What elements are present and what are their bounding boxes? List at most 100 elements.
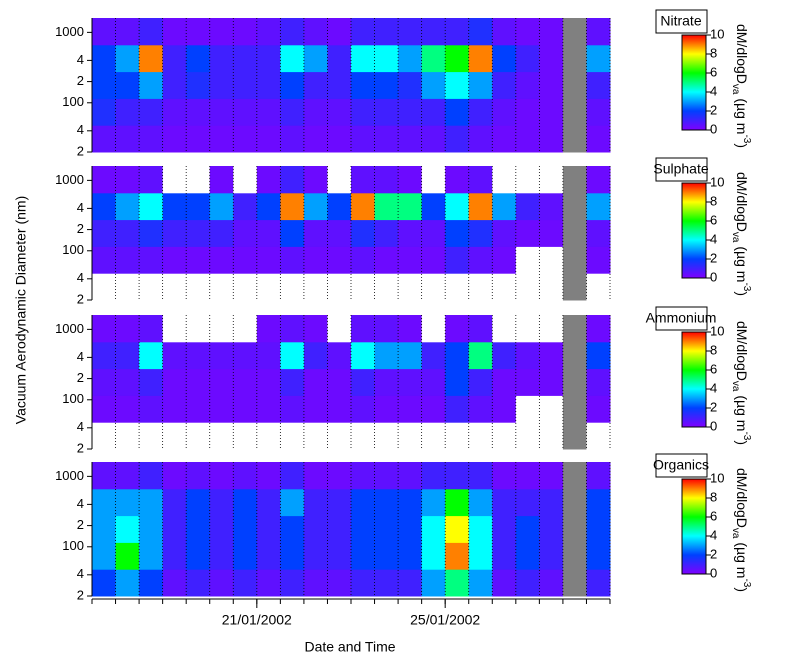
heatmap-cell bbox=[421, 462, 446, 490]
heatmap-cell bbox=[303, 192, 328, 221]
heatmap-cell bbox=[280, 273, 305, 301]
heatmap-cell bbox=[398, 18, 423, 46]
heatmap-cell bbox=[115, 341, 140, 370]
heatmap-cell bbox=[586, 395, 611, 423]
heatmap-cell bbox=[586, 569, 611, 597]
heatmap-cell bbox=[186, 515, 211, 543]
heatmap-cell bbox=[445, 395, 470, 423]
heatmap-cell bbox=[445, 71, 470, 99]
heatmap-cell bbox=[445, 422, 470, 450]
legend-title-box bbox=[655, 157, 708, 182]
heatmap-cell bbox=[445, 515, 470, 543]
heatmap-cell bbox=[92, 71, 117, 99]
heatmap-cell bbox=[539, 18, 564, 46]
colorbar-label-part: (µg m bbox=[734, 391, 750, 431]
heatmap-cell bbox=[539, 422, 564, 450]
heatmap-cell bbox=[586, 488, 611, 517]
heatmap-cell bbox=[421, 192, 446, 221]
heatmap-cell bbox=[398, 462, 423, 490]
heatmap-cell bbox=[280, 71, 305, 99]
y-tick-label: 1000 bbox=[55, 24, 84, 39]
heatmap-cell bbox=[351, 422, 376, 450]
data-gap bbox=[562, 18, 587, 46]
heatmap-cell bbox=[327, 569, 352, 597]
heatmap-cell bbox=[492, 368, 517, 396]
heatmap-cell bbox=[92, 422, 117, 450]
heatmap-cell bbox=[162, 542, 187, 570]
heatmap-cell bbox=[162, 341, 187, 370]
colorbar-tick-label: 10 bbox=[710, 470, 724, 485]
legend-title-box bbox=[655, 306, 708, 331]
heatmap-cell bbox=[351, 368, 376, 396]
heatmap-cell bbox=[492, 341, 517, 370]
heatmap-cell bbox=[492, 542, 517, 570]
heatmap-cell bbox=[374, 542, 399, 570]
y-tick-label: 2 bbox=[77, 517, 84, 532]
heatmap-cell bbox=[468, 18, 493, 46]
heatmap-cell bbox=[351, 246, 376, 274]
y-tick-label: 1000 bbox=[55, 468, 84, 483]
heatmap-cell bbox=[468, 488, 493, 517]
heatmap-cell bbox=[256, 422, 281, 450]
colorbar bbox=[681, 331, 707, 428]
data-gap bbox=[562, 125, 587, 153]
heatmap-cell bbox=[492, 515, 517, 543]
y-tick-label: 1000 bbox=[55, 321, 84, 336]
colorbar-label: dM/dlogDva (µg m-3) bbox=[730, 24, 752, 148]
heatmap-cell bbox=[209, 341, 234, 370]
heatmap-cell bbox=[162, 488, 187, 517]
heatmap-cell bbox=[468, 246, 493, 274]
colorbar-tick-label: 4 bbox=[710, 380, 717, 395]
heatmap-cell bbox=[398, 71, 423, 99]
heatmap-cell bbox=[115, 125, 140, 153]
heatmap-cell bbox=[115, 219, 140, 247]
heatmap-cell bbox=[92, 98, 117, 126]
heatmap-cell bbox=[256, 71, 281, 99]
heatmap-cell bbox=[421, 18, 446, 46]
y-tick-label: 2 bbox=[77, 440, 84, 455]
heatmap-cell bbox=[280, 192, 305, 221]
heatmap-cell bbox=[351, 395, 376, 423]
heatmap-cell bbox=[115, 98, 140, 126]
x-axis-label: Date and Time bbox=[304, 639, 395, 655]
y-tick-label: 4 bbox=[77, 122, 84, 137]
heatmap-cell bbox=[515, 488, 540, 517]
heatmap-cell bbox=[374, 462, 399, 490]
heatmap-cell bbox=[233, 422, 258, 450]
heatmap-cell bbox=[539, 542, 564, 570]
data-gap bbox=[562, 246, 587, 274]
heatmap-cell bbox=[539, 71, 564, 99]
heatmap-cell bbox=[421, 515, 446, 543]
heatmap-cell bbox=[92, 395, 117, 423]
heatmap-cell bbox=[492, 246, 517, 274]
data-gap bbox=[562, 44, 587, 73]
heatmap-cell bbox=[92, 44, 117, 73]
heatmap-cell bbox=[586, 166, 611, 194]
heatmap-cell bbox=[515, 125, 540, 153]
colorbar-tick-label: 2 bbox=[710, 250, 717, 265]
heatmap-cell bbox=[303, 315, 328, 343]
heatmap-cell bbox=[374, 18, 399, 46]
heatmap-cell bbox=[280, 246, 305, 274]
heatmap-cell bbox=[233, 569, 258, 597]
heatmap-cell bbox=[586, 192, 611, 221]
colorbar bbox=[681, 34, 707, 131]
heatmap-cell bbox=[139, 18, 164, 46]
colorbar-label-part: va bbox=[730, 84, 741, 95]
heatmap-cell bbox=[209, 18, 234, 46]
data-gap bbox=[562, 515, 587, 543]
colorbar-tick-label: 4 bbox=[710, 83, 717, 98]
heatmap-cell bbox=[256, 368, 281, 396]
heatmap-cell bbox=[586, 462, 611, 490]
heatmap-cell bbox=[539, 246, 564, 274]
heatmap-cell bbox=[280, 166, 305, 194]
heatmap-cell bbox=[115, 71, 140, 99]
heatmap-cell bbox=[92, 273, 117, 301]
heatmap-cell bbox=[209, 315, 234, 343]
heatmap-cell bbox=[468, 125, 493, 153]
heatmap-cell bbox=[115, 488, 140, 517]
heatmap-cell bbox=[374, 98, 399, 126]
colorbar-tick-label: 2 bbox=[710, 546, 717, 561]
heatmap-cell bbox=[280, 219, 305, 247]
y-tick-label: 4 bbox=[77, 349, 84, 364]
